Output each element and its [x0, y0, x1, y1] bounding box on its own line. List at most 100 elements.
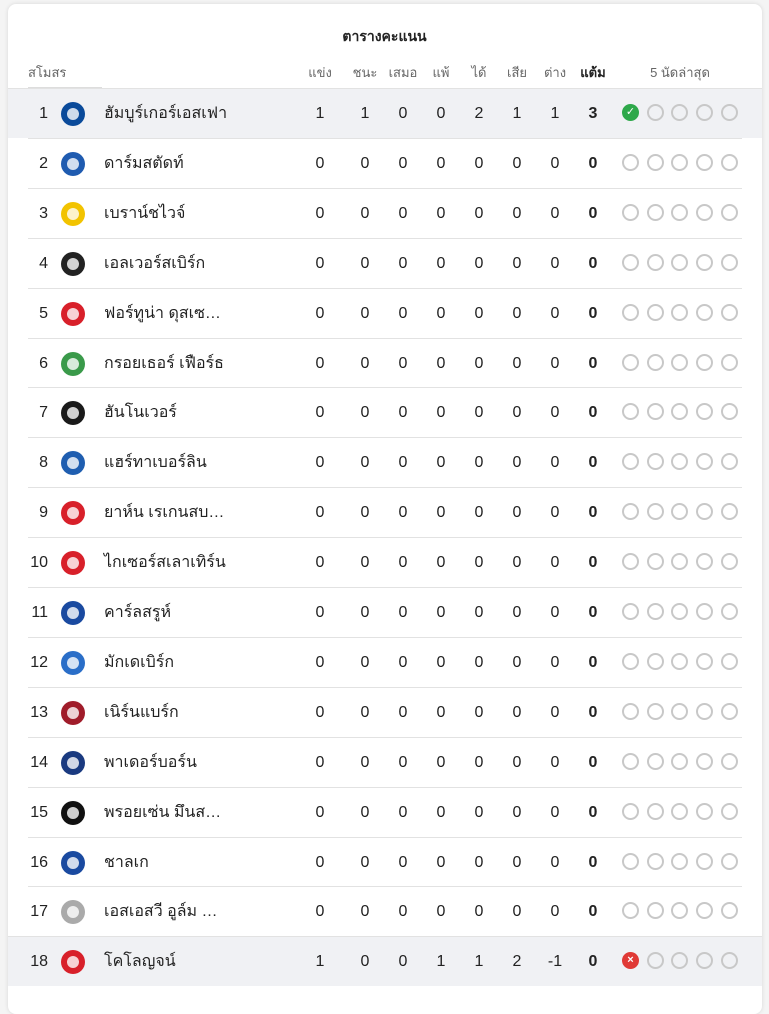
club-name[interactable]: เอสเอสวี อูล์ม … — [104, 903, 218, 921]
club-name[interactable]: มักเดเบิร์ก — [104, 653, 174, 671]
stat-ga: 0 — [512, 604, 522, 621]
stat-d: 0 — [398, 304, 408, 322]
empty-result-icon — [647, 303, 664, 321]
empty-result-icon — [696, 752, 713, 770]
stat-ga: 2 — [512, 953, 522, 971]
stat-gd: 0 — [550, 354, 560, 372]
club-name[interactable]: แฮร์ทาเบอร์ลิน — [104, 454, 207, 472]
table-row[interactable]: 16 ชาลเก 0 0 0 0 0 0 0 0 — [28, 836, 742, 887]
club-name[interactable]: เบราน์ชไวจ์ — [104, 204, 186, 222]
club-name[interactable]: กรอยเธอร์ เฟือร์ธ — [104, 354, 224, 372]
table-row[interactable]: 11 คาร์ลสรูห์ 0 0 0 0 0 0 0 0 — [28, 587, 742, 637]
rank: 14 — [30, 753, 48, 771]
empty-result-icon — [696, 902, 713, 920]
empty-result-icon — [647, 503, 664, 521]
club-name[interactable]: โคโลญจน์ — [104, 953, 176, 971]
stat-d: 0 — [398, 154, 408, 172]
empty-result-icon — [671, 403, 688, 421]
stat-l: 0 — [436, 903, 446, 921]
stat-d: 0 — [398, 953, 408, 971]
header-won: ชนะ — [352, 65, 378, 80]
stat-gd: 0 — [550, 604, 560, 621]
club-name[interactable]: พรอยเซ่น มึนส… — [104, 803, 222, 821]
stat-l: 0 — [436, 304, 446, 322]
stat-l: 0 — [436, 354, 446, 372]
table-row[interactable]: 10 ไกเซอร์สเลาเทิร์น 0 0 0 0 0 0 0 0 — [28, 537, 742, 587]
stat-p: 0 — [315, 504, 325, 522]
table-row[interactable]: 18 โคโลญจน์ 1 0 0 1 1 2 -1 0 × — [8, 936, 762, 987]
stat-l: 0 — [436, 703, 446, 721]
club-name[interactable]: พาเดอร์บอร์น — [104, 753, 197, 771]
rank: 16 — [30, 853, 48, 871]
table-row[interactable]: 2 ดาร์มสตัดท์ 0 0 0 0 0 0 0 0 — [28, 137, 742, 188]
rank: 9 — [39, 504, 48, 522]
empty-result-icon — [671, 153, 688, 171]
empty-result-icon — [622, 153, 639, 171]
stat-w: 0 — [360, 404, 370, 422]
table-row[interactable]: 8 แฮร์ทาเบอร์ลิน 0 0 0 0 0 0 0 0 — [28, 437, 742, 487]
club-name[interactable]: ไกเซอร์สเลาเทิร์น — [104, 554, 226, 572]
table-row[interactable]: 7 ฮันโนเวอร์ 0 0 0 0 0 0 0 0 — [28, 387, 742, 437]
table-row[interactable]: 3 เบราน์ชไวจ์ 0 0 0 0 0 0 0 0 — [28, 187, 742, 238]
stat-ga: 0 — [512, 653, 522, 671]
club-logo-icon — [61, 950, 85, 975]
stat-gf: 0 — [474, 504, 484, 522]
table-row[interactable]: 4 เอลเวอร์สเบิร์ก 0 0 0 0 0 0 0 0 — [28, 237, 742, 288]
stat-w: 0 — [360, 554, 370, 572]
table-row[interactable]: 13 เนิร์นแบร์ก 0 0 0 0 0 0 0 0 — [28, 686, 742, 737]
table-row[interactable]: 14 พาเดอร์บอร์น 0 0 0 0 0 0 0 0 — [28, 736, 742, 787]
club-name[interactable]: คาร์ลสรูห์ — [104, 604, 171, 621]
empty-result-icon — [647, 104, 664, 121]
club-logo-icon — [61, 151, 85, 176]
stat-d: 0 — [398, 204, 408, 222]
club-name[interactable]: เอลเวอร์สเบิร์ก — [104, 254, 206, 272]
club-name[interactable]: ฟอร์ทูน่า ดุสเซ… — [104, 304, 221, 322]
stat-p: 0 — [315, 154, 325, 172]
stat-pts: 0 — [588, 803, 598, 821]
stat-gf: 0 — [474, 903, 484, 921]
stat-pts: 0 — [588, 703, 598, 721]
table-row[interactable]: 5 ฟอร์ทูน่า ดุสเซ… 0 0 0 0 0 0 0 0 — [28, 287, 742, 338]
table-row[interactable]: 15 พรอยเซ่น มึนส… 0 0 0 0 0 0 0 0 — [28, 786, 742, 837]
stat-w: 0 — [360, 703, 370, 721]
table-row[interactable]: 1 ฮัมบูร์เกอร์เอสเฟา 1 1 0 0 2 1 1 3 ✓ — [8, 88, 762, 138]
stat-d: 0 — [398, 604, 408, 621]
empty-result-icon — [721, 752, 738, 770]
stat-l: 0 — [436, 154, 446, 172]
table-row[interactable]: 6 กรอยเธอร์ เฟือร์ธ 0 0 0 0 0 0 0 0 — [28, 337, 742, 388]
empty-result-icon — [622, 353, 639, 371]
rank: 3 — [39, 204, 48, 222]
stat-pts: 0 — [588, 653, 598, 671]
stat-gf: 0 — [474, 304, 484, 322]
table-row[interactable]: 12 มักเดเบิร์ก 0 0 0 0 0 0 0 0 — [28, 636, 742, 687]
stat-pts: 0 — [588, 154, 598, 172]
stat-ga: 0 — [512, 154, 522, 172]
empty-result-icon — [696, 104, 713, 121]
club-name[interactable]: ดาร์มสตัดท์ — [104, 154, 184, 172]
stat-w: 0 — [360, 354, 370, 372]
rank: 18 — [30, 953, 48, 971]
header-pts: แต้ม — [580, 65, 606, 80]
empty-result-icon — [696, 403, 713, 421]
stat-l: 0 — [436, 254, 446, 272]
stat-ga: 0 — [512, 853, 522, 871]
stat-gd: 0 — [550, 254, 560, 272]
stat-p: 0 — [315, 903, 325, 921]
stat-d: 0 — [398, 853, 408, 871]
table-row[interactable]: 9 ยาห์น เรเกนสบ… 0 0 0 0 0 0 0 0 — [28, 487, 742, 537]
club-name[interactable]: เนิร์นแบร์ก — [104, 703, 179, 721]
empty-result-icon — [696, 353, 713, 371]
club-name[interactable]: ชาลเก — [104, 853, 149, 871]
club-name[interactable]: ฮัมบูร์เกอร์เอสเฟา — [104, 105, 228, 122]
club-name[interactable]: ฮันโนเวอร์ — [104, 404, 177, 422]
stat-gd: 0 — [550, 304, 560, 322]
rank: 13 — [30, 703, 48, 721]
stat-w: 0 — [360, 504, 370, 522]
stat-p: 0 — [315, 604, 325, 621]
club-logo-icon — [61, 700, 85, 725]
club-name[interactable]: ยาห์น เรเกนสบ… — [104, 504, 225, 522]
table-row[interactable]: 17 เอสเอสวี อูล์ม … 0 0 0 0 0 0 0 0 — [28, 886, 742, 936]
stat-d: 0 — [398, 504, 408, 522]
empty-result-icon — [622, 203, 639, 221]
stat-l: 0 — [436, 404, 446, 422]
